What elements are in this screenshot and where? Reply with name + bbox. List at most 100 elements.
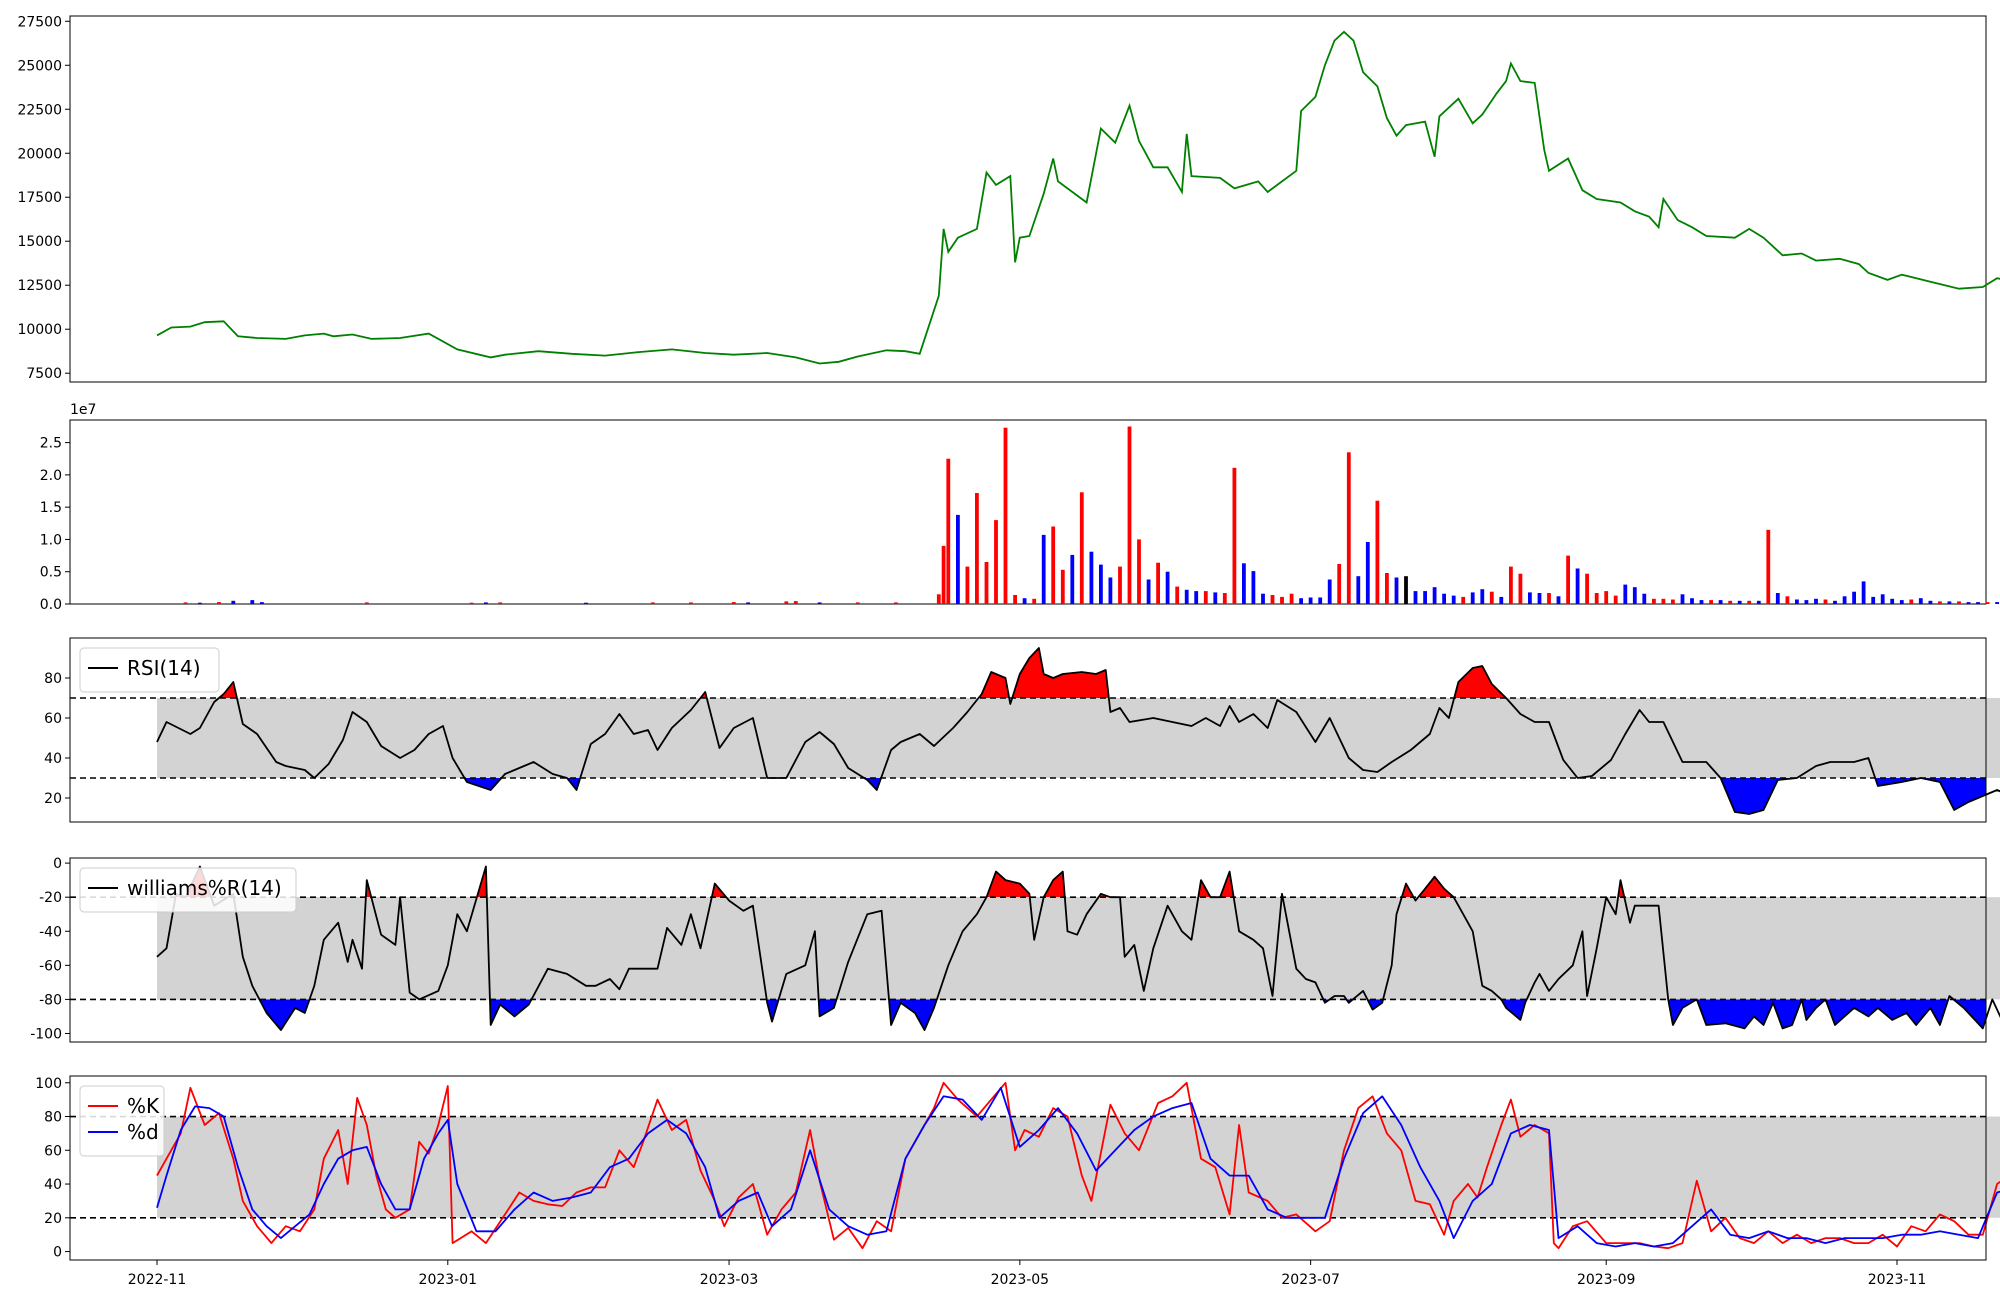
volume-bar [1156, 562, 1160, 604]
x-tick-label: 2023-09 [1577, 1272, 1636, 1288]
volume-bar [1375, 500, 1380, 604]
volume-bar [1470, 592, 1475, 604]
volume-bar [1814, 598, 1818, 604]
y-tick-label: 0 [53, 1245, 62, 1261]
volume-bar [1070, 554, 1075, 604]
volume-bar [1060, 569, 1065, 604]
volume-bar [1775, 593, 1780, 604]
volume-bar [1394, 577, 1399, 604]
volume-bar [1947, 601, 1952, 604]
legend-label: %d [127, 1120, 159, 1144]
volume-bar [1680, 594, 1685, 604]
volume-bar [941, 545, 946, 604]
volume-bar [1079, 492, 1084, 604]
volume-bar [1966, 602, 1971, 604]
volume-bar [1108, 577, 1113, 604]
volume-bar [1404, 576, 1408, 604]
y-tick-label: 0 [53, 856, 62, 872]
y-tick-label: 80 [44, 1110, 62, 1126]
volume-bar [1795, 599, 1799, 604]
volume-bar [1280, 596, 1284, 604]
y-tick-label: 17500 [17, 190, 62, 206]
volume-bar [1985, 602, 1990, 604]
volume-bar [1327, 579, 1332, 604]
volume-bar [1632, 587, 1637, 604]
volume-bar [1537, 593, 1542, 604]
volume-bar [1699, 600, 1704, 604]
price-axes-frame [69, 15, 1987, 383]
volume-bar [975, 493, 979, 604]
volume-bar [1528, 592, 1532, 604]
volume-bar [1413, 591, 1418, 604]
volume-bar [1585, 573, 1589, 604]
volume-bar [1623, 584, 1628, 604]
volume-bar [1480, 589, 1485, 604]
volume-bar [1499, 596, 1504, 604]
y-tick-label: 27500 [17, 14, 62, 30]
volume-bar [1976, 602, 1980, 604]
volume-bar [1213, 592, 1218, 604]
volume-bar [1461, 596, 1466, 604]
volume-bar [1013, 595, 1017, 604]
volume-bar [1184, 589, 1189, 604]
volume-bar [198, 602, 202, 604]
volume-bar [894, 602, 898, 604]
volume-bar [1918, 598, 1923, 604]
volume-bar [1842, 596, 1847, 604]
overbought-fill [157, 648, 1986, 698]
y-tick-label: 20 [44, 791, 62, 807]
neutral-band [157, 698, 2000, 778]
y-tick-label: -60 [39, 958, 62, 974]
y-tick-label: 80 [44, 671, 62, 687]
volume-bar [984, 562, 989, 604]
volume-bar [1594, 593, 1599, 604]
volume-bar [731, 602, 736, 604]
volume-scale-label: 1e7 [70, 402, 96, 418]
volume-bar [1451, 595, 1456, 604]
y-tick-label: 2.5 [40, 436, 62, 452]
volume-bar [1251, 571, 1256, 604]
volume-bar [1804, 600, 1809, 604]
legend-box [79, 867, 297, 913]
stochastic-panel: 0 20 40 60 80 100 %K%d 2022-11 2023-01 2023-03 202… [35, 1075, 2000, 1288]
volume-bar [1766, 529, 1771, 604]
volume-bar [1127, 426, 1132, 604]
x-tick-label: 2023-05 [991, 1272, 1050, 1288]
volume-bar [1337, 564, 1342, 604]
volume-bar [1642, 593, 1647, 604]
volume-bar [1709, 600, 1713, 604]
volume-bar [1833, 600, 1837, 604]
volume-bar [1051, 526, 1056, 604]
volume-bar [1652, 598, 1656, 604]
volume-bar [1861, 581, 1866, 604]
volume-bar [1928, 600, 1933, 604]
legend-label: %K [127, 1094, 160, 1118]
stochastic-line [156, 1086, 2000, 1248]
volume-bar [1308, 597, 1313, 604]
volume-bar [217, 602, 221, 604]
volume-bar [1737, 600, 1742, 604]
y-tick-label: -100 [30, 1026, 62, 1042]
volume-bar [183, 602, 188, 604]
volume-bar [1890, 598, 1895, 604]
y-tick-label: 12500 [17, 278, 62, 294]
volume-bar [1756, 600, 1761, 604]
williams-axes-frame [69, 857, 1987, 1043]
volume-bar [994, 520, 998, 604]
y-tick-label: 22500 [17, 102, 62, 118]
volume-bar [1146, 579, 1151, 604]
volume-bar [1022, 598, 1027, 604]
neutral-band [157, 897, 2000, 1000]
volume-bar [1385, 573, 1389, 604]
volume-bar [1718, 600, 1723, 604]
volume-bar [1566, 555, 1570, 604]
volume-bar [1899, 600, 1904, 604]
y-tick-label: 0.5 [40, 565, 62, 581]
volume-bar [1547, 593, 1551, 604]
volume-bar [484, 602, 488, 604]
y-tick-label: 0.0 [40, 597, 62, 613]
y-tick-label: -40 [39, 924, 62, 940]
volume-bar [364, 602, 369, 604]
volume-bar [1099, 564, 1103, 604]
